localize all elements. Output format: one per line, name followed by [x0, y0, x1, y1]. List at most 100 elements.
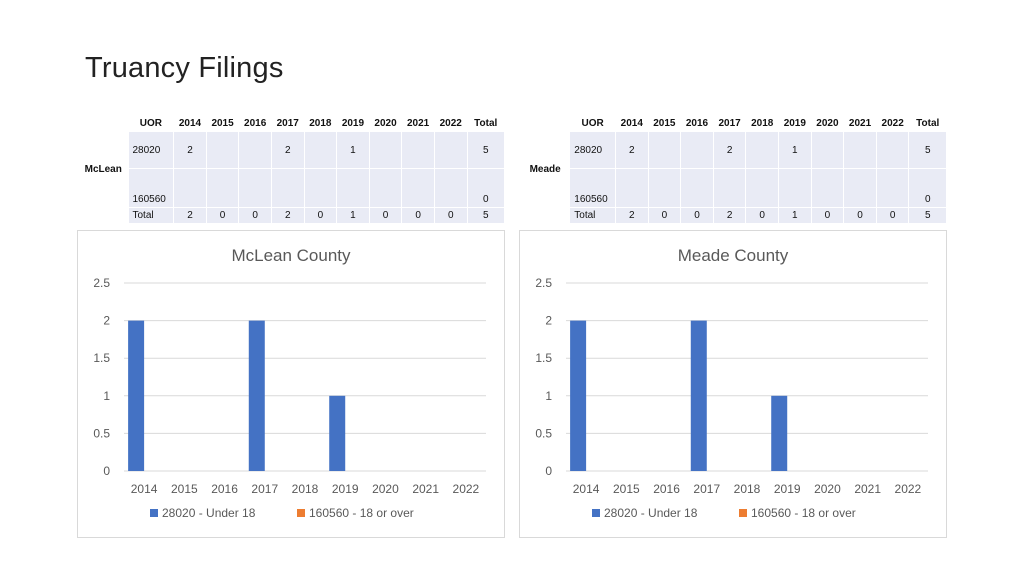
y-tick-label: 1: [103, 389, 110, 403]
total-cell: 0: [843, 207, 877, 224]
total-cell: 1: [336, 207, 370, 224]
y-tick-label: 0: [545, 464, 552, 478]
header-cell: UOR: [569, 114, 616, 132]
table-cell: [647, 168, 682, 208]
bar: [248, 320, 265, 471]
y-tick-label: 2.5: [93, 276, 110, 290]
total-cell: 2: [712, 207, 747, 224]
table-cell: [843, 168, 877, 208]
total-cell: 0: [303, 207, 338, 224]
header-cell: 2018: [745, 114, 780, 132]
x-tick-label: 2014: [573, 482, 600, 496]
x-tick-label: 2015: [171, 482, 198, 496]
total-label: Total: [127, 207, 175, 224]
header-cell: Total: [908, 114, 947, 132]
header-cell: UOR: [127, 114, 175, 132]
header-cell: 2020: [810, 114, 845, 132]
total-cell: 0: [810, 207, 845, 224]
y-tick-label: 2: [103, 314, 110, 328]
x-tick-label: 2018: [292, 482, 319, 496]
total-cell: 0: [745, 207, 780, 224]
y-tick-label: 1.5: [93, 351, 110, 365]
y-tick-label: 0.5: [93, 426, 110, 440]
header-cell: 2019: [778, 114, 812, 132]
table-cell: [238, 131, 272, 169]
header-cell: Total: [466, 114, 506, 132]
legend-label: 28020 - Under 18: [162, 506, 256, 520]
mclean-county-chart: McLean County 0 0.5 1 1.5 2 2.5 2014 2015 2016 201…: [77, 230, 505, 538]
table-cell: 0: [908, 168, 947, 208]
bar: [771, 395, 788, 471]
table-cell: [810, 168, 845, 208]
legend-swatch: [150, 509, 158, 517]
table-cell: [303, 131, 338, 169]
county-label: Meade: [519, 114, 571, 224]
bar: [690, 320, 707, 471]
y-tick-label: 2: [545, 314, 552, 328]
x-tick-label: 2018: [734, 482, 761, 496]
total-label: Total: [569, 207, 616, 224]
table-cell: [680, 131, 714, 169]
legend-swatch: [592, 509, 600, 517]
table-cell: [238, 168, 272, 208]
meade-chart-svg: Meade County 0 0.5 1 1.5 2 2.5 2014 2015 2016 2017…: [535, 246, 928, 520]
y-tick-label: 2.5: [535, 276, 552, 290]
header-cell: 2016: [680, 114, 714, 132]
mclean-uor-table: McLean UOR 2014 2015 2016 2017 2018 2019…: [78, 114, 506, 224]
table-cell: [712, 168, 747, 208]
table-cell: [647, 131, 682, 169]
bar: [329, 395, 346, 471]
table-cell: 2: [712, 131, 747, 169]
header-cell: 2018: [303, 114, 338, 132]
legend-swatch: [297, 509, 305, 517]
x-tick-label: 2021: [854, 482, 881, 496]
x-tick-label: 2020: [814, 482, 841, 496]
bar: [128, 320, 145, 471]
total-cell: 1: [778, 207, 812, 224]
header-cell: 2022: [433, 114, 468, 132]
table-cell: [433, 168, 468, 208]
county-label: McLean: [78, 114, 129, 224]
legend-label: 160560 - 18 or over: [309, 506, 414, 520]
table-cell: [368, 131, 403, 169]
uor-code: 160560: [569, 168, 616, 208]
chart-title: Meade County: [678, 246, 789, 265]
uor-code: 28020: [127, 131, 175, 169]
y-tick-label: 0: [103, 464, 110, 478]
header-cell: 2019: [336, 114, 370, 132]
total-cell: 0: [647, 207, 682, 224]
y-tick-label: 1.5: [535, 351, 552, 365]
meade-uor-table: Meade UOR 2014 2015 2016 2017 2018 2019 …: [519, 114, 947, 224]
total-cell: 2: [173, 207, 207, 224]
table-cell: 2: [270, 131, 305, 169]
x-tick-label: 2015: [613, 482, 640, 496]
total-cell: 0: [368, 207, 403, 224]
table-cell: [810, 131, 845, 169]
header-cell: 2015: [647, 114, 682, 132]
header-cell: 2021: [401, 114, 435, 132]
total-cell: 5: [466, 207, 506, 224]
table-cell: [875, 168, 910, 208]
x-tick-label: 2022: [453, 482, 480, 496]
total-cell: 0: [680, 207, 714, 224]
table-cell: [205, 131, 240, 169]
page-title: Truancy Filings: [85, 52, 284, 84]
x-tick-label: 2017: [693, 482, 720, 496]
table-cell: [270, 168, 305, 208]
total-cell: 0: [433, 207, 468, 224]
legend-label: 160560 - 18 or over: [751, 506, 856, 520]
table-cell: [778, 168, 812, 208]
mclean-chart-svg: McLean County 0 0.5 1 1.5 2 2.5 2014 2015 2016 201…: [93, 246, 486, 520]
legend-label: 28020 - Under 18: [604, 506, 698, 520]
table-cell: 1: [336, 131, 370, 169]
table-cell: [745, 131, 780, 169]
x-tick-label: 2021: [412, 482, 439, 496]
table-cell: 1: [778, 131, 812, 169]
uor-code: 160560: [127, 168, 175, 208]
x-tick-label: 2019: [332, 482, 359, 496]
chart-title: McLean County: [231, 246, 351, 265]
x-tick-label: 2014: [131, 482, 158, 496]
table-cell: [745, 168, 780, 208]
table-cell: [173, 168, 207, 208]
x-tick-label: 2020: [372, 482, 399, 496]
